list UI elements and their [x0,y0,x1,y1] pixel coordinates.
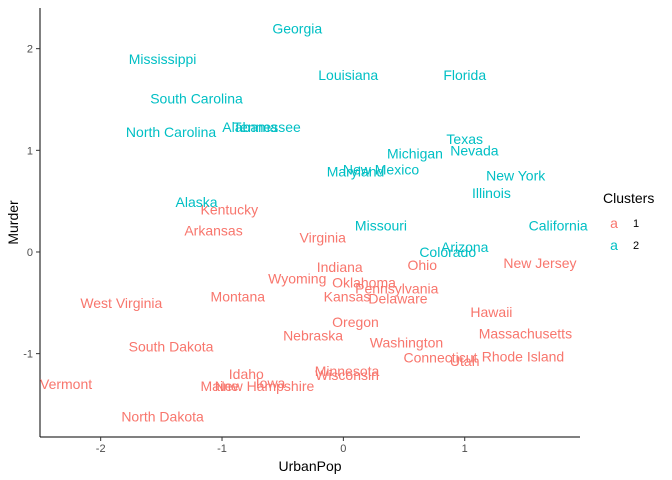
point-label-idaho: Idaho [229,366,264,382]
point-label-arkansas: Arkansas [184,223,242,239]
x-axis-ticks: -2 -1 0 1 [96,437,468,455]
point-label-montana: Montana [211,289,266,305]
point-label-iowa: Iowa [256,375,286,391]
point-label-michigan: Michigan [387,145,443,161]
point-label-arizona: Arizona [441,239,489,255]
point-label-west-virginia: West Virginia [80,295,162,311]
point-label-alaska: Alaska [176,194,218,210]
y-tick-label: 0 [27,247,33,259]
plot-area: -2 -1 0 1 -1 0 1 2 Kentucky Arkansas Virginia Ind… [23,8,588,455]
x-tick-label: -1 [217,443,227,455]
point-label-louisiana: Louisiana [318,67,378,83]
point-label-oregon: Oregon [332,314,379,330]
point-label-delaware: Delaware [368,291,427,307]
legend-title: Clusters [603,190,654,206]
x-tick-label: 0 [340,443,346,455]
point-label-wyoming: Wyoming [268,270,326,286]
point-label-new-york: New York [486,168,546,184]
point-label-illinois: Illinois [472,185,511,201]
y-tick-label: -1 [23,349,33,361]
point-label-kansas: Kansas [324,289,371,305]
point-label-pennsylvania: Pennsylvania [355,281,438,297]
point-label-south-dakota: South Dakota [129,339,214,355]
legend-label: 1 [633,218,639,230]
point-label-utah: Utah [450,353,480,369]
point-label-wisconsin: Wisconsin [315,367,379,383]
point-label-missouri: Missouri [355,218,407,234]
point-label-oklahoma: Oklahoma [332,274,396,290]
point-label-north-carolina: North Carolina [126,124,216,140]
legend-label: 2 [633,240,639,252]
point-label-south-carolina: South Carolina [150,90,243,106]
legend-key: a [610,237,618,253]
legend: Clusters a 1 a 2 [603,190,654,253]
point-label-minnesota: Minnesota [315,363,380,379]
point-label-new-mexico: New Mexico [343,162,419,178]
y-tick-label: 2 [27,44,33,56]
point-label-new-jersey: New Jersey [503,255,576,271]
point-label-colorado: Colorado [419,244,476,260]
point-label-north-dakota: North Dakota [121,409,204,425]
x-axis-title: UrbanPop [278,458,341,474]
x-tick-label: 1 [462,443,468,455]
point-label-texas: Texas [446,131,483,147]
point-label-california: California [529,218,588,234]
point-label-new-hampshire: New Hampshire [215,378,315,394]
point-label-indiana: Indiana [317,259,363,275]
point-label-maryland: Maryland [327,164,385,180]
point-label-florida: Florida [443,67,486,83]
y-tick-label: 1 [27,145,33,157]
point-label-rhode-island: Rhode Island [482,349,565,365]
point-label-massachusetts: Massachusetts [479,325,572,341]
point-label-connecticut: Connecticut [403,350,477,366]
point-label-alabama: Alabama [222,119,277,135]
legend-entries: a 1 a 2 [610,215,639,253]
point-label-nebraska: Nebraska [283,327,343,343]
point-label-virginia: Virginia [300,230,347,246]
point-labels: Kentucky Arkansas Virginia Indiana Ohio New J… [40,20,588,424]
point-label-mississippi: Mississippi [129,51,197,67]
x-tick-label: -2 [96,443,106,455]
point-label-tennessee: Tennessee [233,119,301,135]
point-label-ohio: Ohio [407,257,437,273]
point-label-georgia: Georgia [272,20,322,36]
point-label-vermont: Vermont [40,376,92,392]
y-axis-title: Murder [5,200,21,245]
point-label-maine: Maine [201,378,239,394]
point-label-hawaii: Hawaii [470,304,512,320]
point-label-nevada: Nevada [450,142,498,158]
y-axis-ticks: -1 0 1 2 [23,44,40,361]
point-label-washington: Washington [370,334,443,350]
legend-key: a [610,215,618,231]
point-label-kentucky: Kentucky [201,201,259,217]
